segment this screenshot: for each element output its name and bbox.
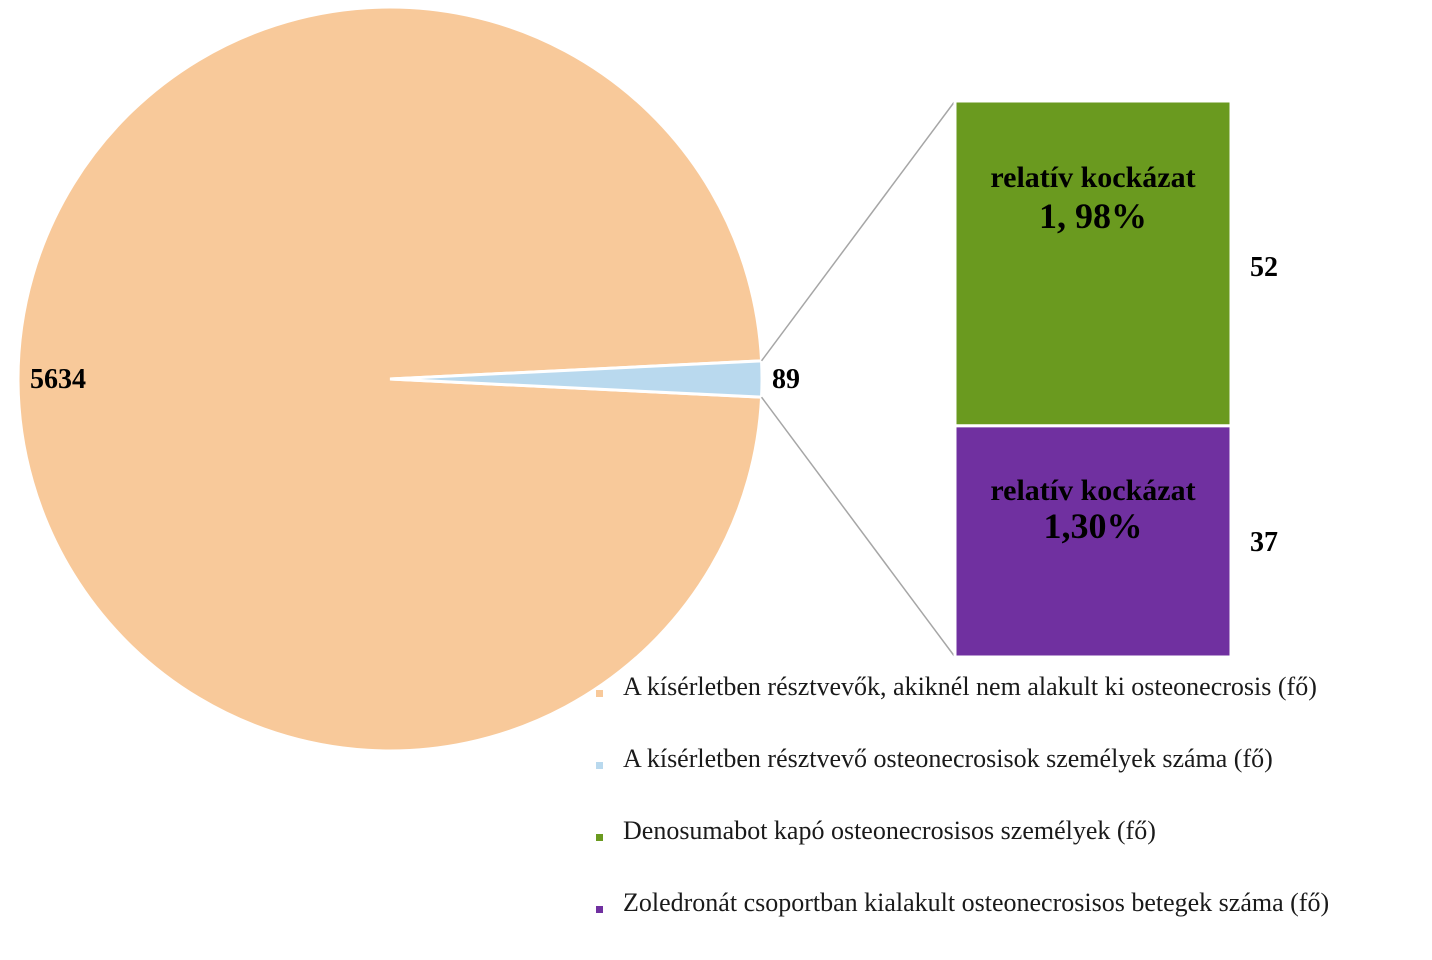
legend-item: Denosumabot kapó osteonecrosisos személy…	[596, 816, 1432, 888]
bar-value-label: 37	[1250, 527, 1278, 558]
bar-value-label: 52	[1250, 252, 1278, 283]
pie	[16, 5, 764, 753]
bar-inner-label: relatív kockázat	[990, 474, 1195, 507]
connector-line	[760, 100, 956, 362]
legend-label: A kísérletben résztvevő osteonecrosisok …	[623, 744, 1273, 773]
stacked-bar	[953, 99, 1233, 659]
legend-item: A kísérletben résztvevő osteonecrosisok …	[596, 744, 1432, 816]
pie-slice-main	[16, 5, 764, 753]
legend-item: Zoledronát csoportban kialakult osteonec…	[596, 888, 1432, 960]
legend-label: A kísérletben résztvevők, akiknél nem al…	[623, 672, 1317, 701]
legend-item: A kísérletben résztvevők, akiknél nem al…	[596, 672, 1432, 744]
legend-label: Denosumabot kapó osteonecrosisos személy…	[623, 816, 1156, 845]
pie-value-label: 89	[772, 364, 800, 395]
pie-value-label: 5634	[30, 364, 86, 395]
legend-marker	[596, 690, 603, 697]
bar-inner-value: 1,30%	[1044, 506, 1143, 546]
legend-marker	[596, 834, 603, 841]
connector-line	[760, 396, 956, 658]
bar-segment	[953, 99, 1233, 428]
bar-segment	[953, 424, 1233, 659]
bar-inner-value: 1, 98%	[1039, 196, 1147, 236]
legend: A kísérletben résztvevők, akiknél nem al…	[596, 672, 1432, 960]
legend-label: Zoledronát csoportban kialakult osteonec…	[623, 888, 1330, 917]
bar-inner-label: relatív kockázat	[990, 161, 1195, 194]
connector-lines	[760, 100, 956, 658]
legend-marker	[596, 762, 603, 769]
legend-marker	[596, 906, 603, 913]
pie-slice-secondary	[389, 359, 764, 399]
